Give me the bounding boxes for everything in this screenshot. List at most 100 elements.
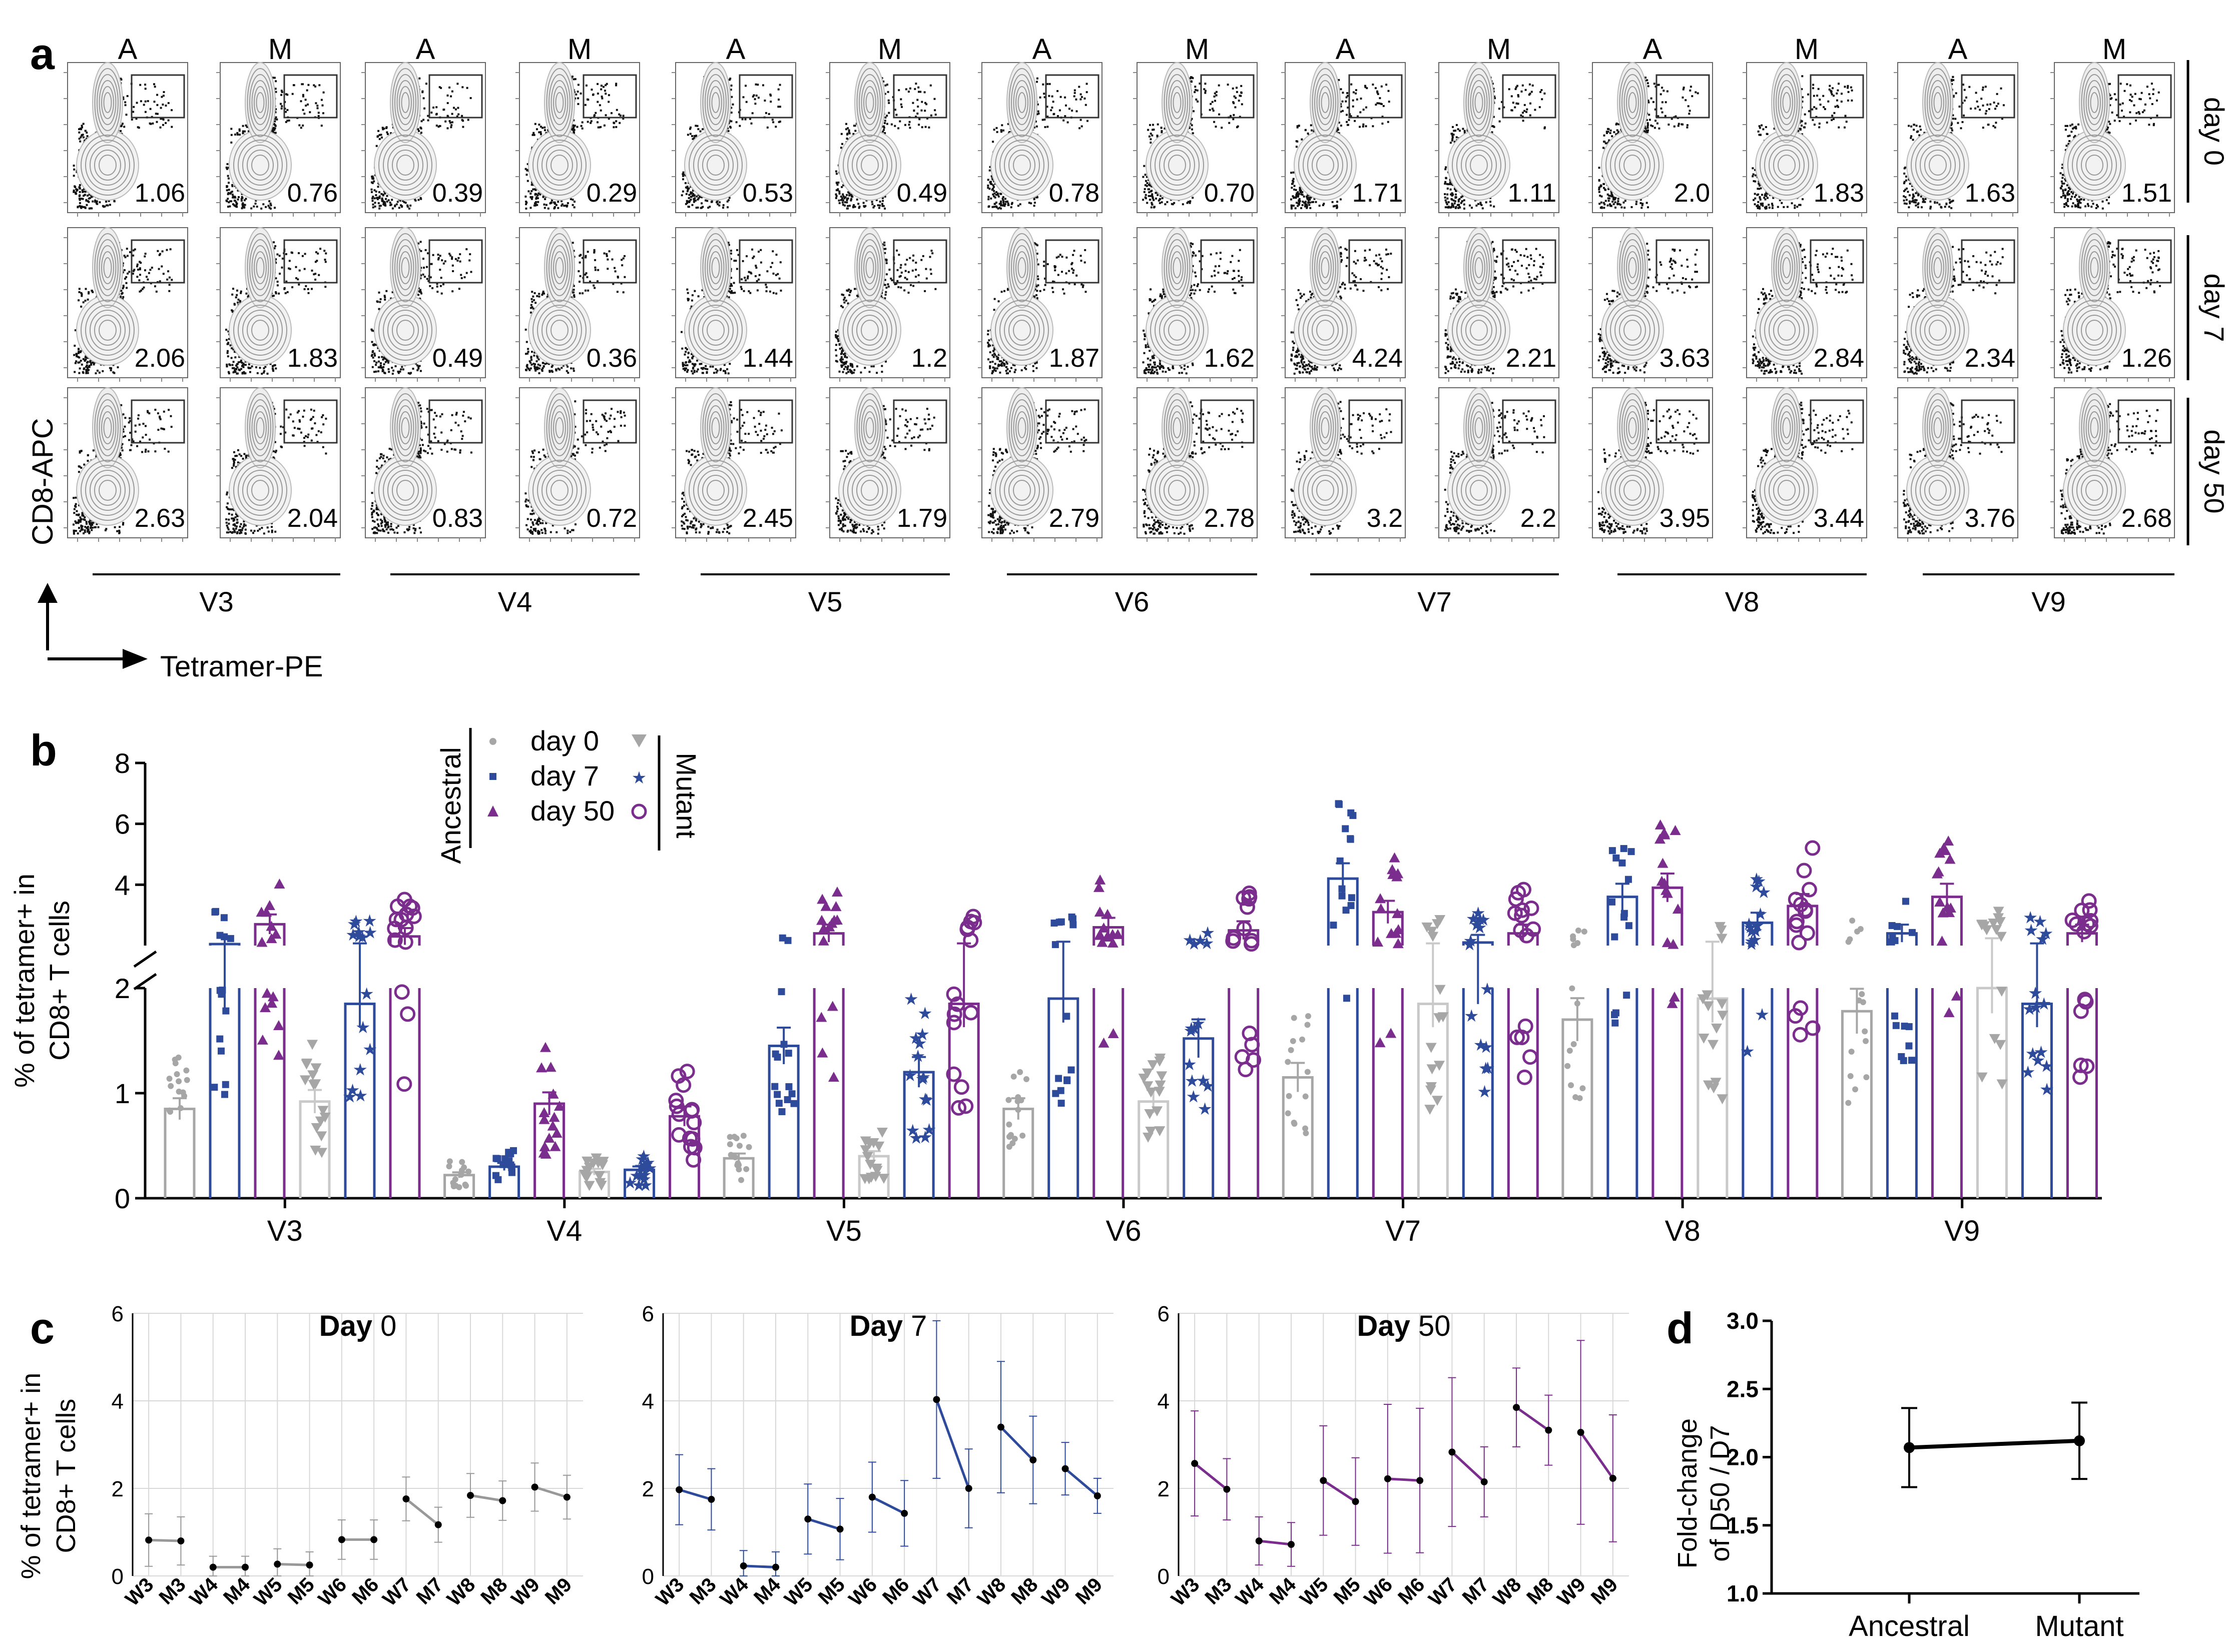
c-point (1288, 1541, 1295, 1548)
flow-contour (396, 155, 414, 176)
flow-contour (861, 320, 879, 341)
point (1302, 1125, 1309, 1132)
point (1145, 1127, 1157, 1137)
point (1522, 1049, 1538, 1065)
point (1574, 1000, 1580, 1007)
point (790, 1100, 798, 1107)
point: ★ (1184, 1019, 1199, 1038)
flow-contour (861, 245, 879, 290)
c-point (1352, 1498, 1359, 1505)
point (817, 894, 828, 904)
flow-contour (247, 233, 274, 302)
point (1625, 922, 1632, 930)
flow-contour (2088, 86, 2101, 119)
c-line (1515, 1406, 1549, 1431)
c-point (563, 1493, 571, 1501)
point (1620, 845, 1627, 853)
point (166, 1107, 173, 1114)
flow-plot: 2.63 (64, 387, 188, 542)
flow-plot: 0.29 (515, 62, 640, 217)
flow-contour (1166, 239, 1188, 296)
flow-contour (1621, 399, 1643, 456)
flow-contour (865, 417, 874, 438)
c-x-tick-label: M8 (476, 1573, 511, 1608)
point (1155, 1053, 1166, 1064)
c-point (1480, 1478, 1488, 1485)
flow-contour (1008, 315, 1035, 346)
point (461, 1164, 467, 1171)
d-y-tick-label: 3.0 (1727, 1308, 1759, 1334)
flow-contour (1470, 155, 1488, 176)
point (1425, 1043, 1437, 1053)
group-header: M (2102, 33, 2126, 66)
point (1285, 1059, 1291, 1065)
flow-contour (392, 393, 419, 462)
gate-value: 1.11 (1508, 179, 1556, 208)
group-header: M (1795, 33, 1819, 66)
point (1944, 854, 1956, 864)
point (1611, 1019, 1619, 1027)
flow-contour (1623, 80, 1641, 125)
flow-contour (553, 251, 566, 284)
c-x-tick-label: M5 (814, 1573, 849, 1608)
point (1845, 1100, 1852, 1106)
flow-plot: 3.2 (1281, 387, 1406, 542)
flow-plot: 0.53 (672, 62, 796, 217)
flow-contour (1456, 140, 1501, 191)
flow-contour (856, 475, 883, 506)
group-header: A (1643, 33, 1662, 66)
flow-plot: 0.70 (1133, 62, 1258, 217)
gate-value: 2.78 (1204, 504, 1255, 533)
gate-value: 2.0 (1674, 179, 1710, 208)
flow-contour (1465, 393, 1492, 462)
gate-value: 2.04 (287, 504, 338, 533)
b-y-tick-label: 4 (115, 869, 130, 901)
point (1239, 899, 1255, 915)
flow-contour (249, 74, 271, 131)
flow-contour (859, 399, 881, 456)
c-line (1322, 1479, 1356, 1503)
flow-contour (2083, 74, 2105, 131)
point (871, 1166, 883, 1176)
flow-contour (249, 239, 271, 296)
point (551, 1127, 563, 1138)
point (1623, 992, 1630, 999)
point (1717, 1011, 1729, 1021)
flow-plot: 0.36 (515, 227, 640, 382)
flow-contour (396, 320, 414, 341)
bar-mark (254, 879, 286, 1198)
flow-contour (90, 145, 126, 186)
tetramer-gate (2117, 399, 2172, 444)
flow-contour (90, 470, 126, 511)
variant-label: V8 (1725, 586, 1760, 617)
point (959, 922, 975, 938)
c-point (242, 1563, 249, 1571)
flow-contour (1623, 245, 1641, 290)
axis-break (133, 950, 157, 968)
c-point (1191, 1460, 1199, 1467)
point (1668, 991, 1680, 1002)
flow-contour (1150, 460, 1204, 521)
flow-plot: 2.79 (978, 387, 1102, 542)
flow-contour (99, 320, 117, 341)
point (184, 1077, 190, 1083)
point: ★ (634, 1158, 649, 1177)
point (1342, 825, 1349, 833)
flow-contour (1166, 399, 1188, 456)
tetramer-gate (1655, 399, 1710, 444)
point: ★ (1200, 1077, 1215, 1096)
tetramer-gate (131, 74, 185, 119)
flow-contour (1008, 68, 1035, 137)
flow-contour (99, 155, 117, 176)
point (270, 929, 282, 939)
flow-contour (247, 393, 274, 462)
point (1658, 878, 1670, 888)
point (508, 1163, 515, 1171)
point: ★ (1740, 1042, 1755, 1061)
point (1343, 995, 1350, 1002)
flow-contour (859, 74, 881, 131)
point (1006, 1144, 1012, 1150)
point (1347, 835, 1354, 843)
tetramer-gate (1810, 399, 1864, 444)
point (668, 1093, 684, 1109)
